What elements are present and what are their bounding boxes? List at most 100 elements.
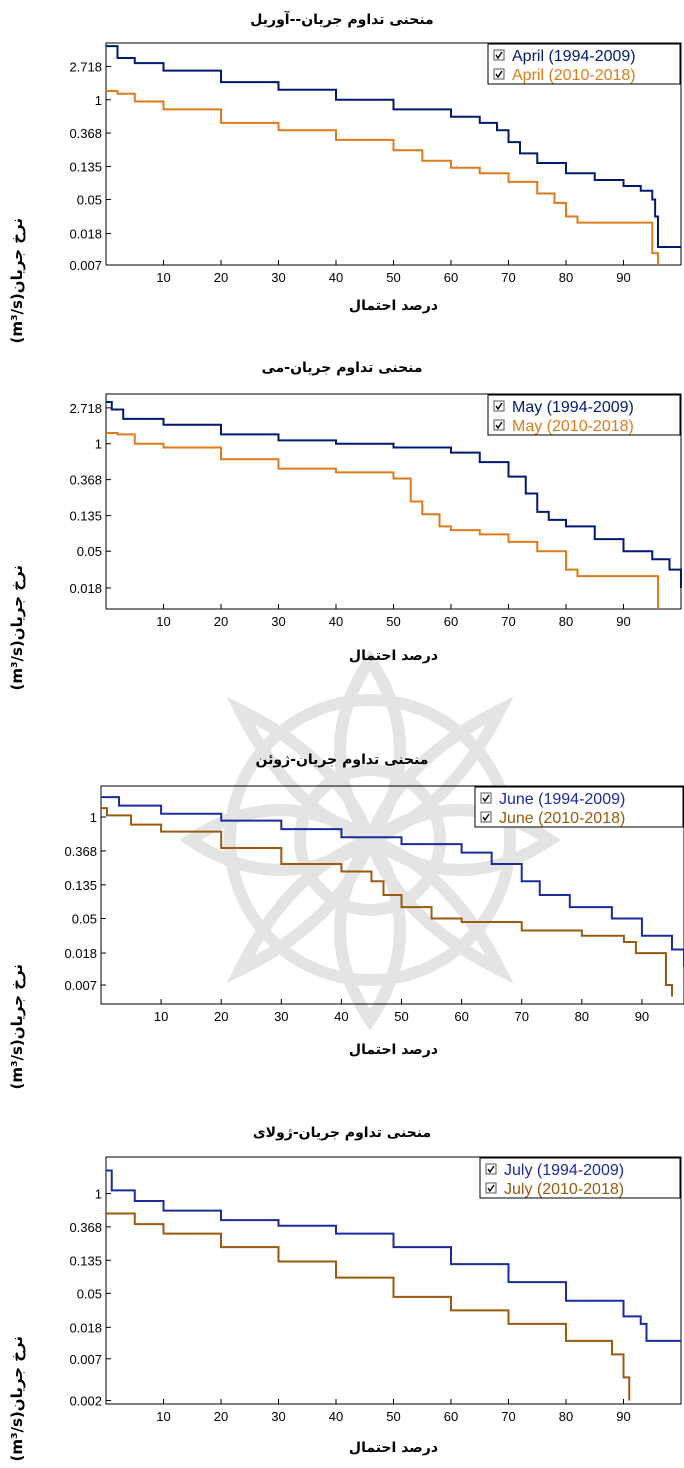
x-tick-label: 90 <box>635 1009 649 1024</box>
series-line-1 <box>106 1169 681 1342</box>
x-tick-label: 40 <box>329 614 343 629</box>
series-line-1 <box>106 401 682 588</box>
x-axis-label: درصد احتمال <box>348 1042 439 1058</box>
x-tick-label: 70 <box>501 270 515 285</box>
x-tick-label: 50 <box>386 1409 400 1424</box>
y-tick-label: 0.002 <box>69 1393 102 1408</box>
x-tick-label: 80 <box>559 614 573 629</box>
legend <box>474 786 684 828</box>
y-tick-label: 0.368 <box>69 473 102 488</box>
x-tick-label: 60 <box>444 614 458 629</box>
x-tick-label: 30 <box>271 270 285 285</box>
x-tick-label: 40 <box>329 1409 343 1424</box>
x-axis-label: درصد احتمال <box>348 648 439 664</box>
series-line-2 <box>106 431 659 609</box>
x-tick-label: 20 <box>214 614 228 629</box>
x-tick-label: 20 <box>214 270 228 285</box>
legend <box>487 43 681 85</box>
checkbox-checked-icon[interactable] <box>485 1163 497 1175</box>
y-tick-label: 0.135 <box>69 509 102 524</box>
legend-entry-2: July (2010-2018) <box>504 1181 624 1198</box>
x-tick-label: 60 <box>444 270 458 285</box>
chart-plot-area: 0.007 0.018 0.05 0.135 0.368 1 10 20 30 40 50 60 70 8… <box>64 785 684 1024</box>
x-tick-label: 40 <box>329 270 343 285</box>
x-tick-label: 20 <box>214 1409 228 1424</box>
checkbox-checked-icon[interactable] <box>493 49 505 61</box>
y-tick-label: 0.368 <box>64 844 97 859</box>
series-line-2 <box>101 807 673 997</box>
x-tick-label: 80 <box>559 270 573 285</box>
x-tick-label: 50 <box>386 270 400 285</box>
chart-title: منحنی تداوم جریان-ژولای <box>252 1125 432 1141</box>
x-tick-label: 90 <box>616 1409 630 1424</box>
series-line-2 <box>106 90 659 265</box>
checkbox-checked-icon[interactable] <box>493 68 505 80</box>
y-tick-label: 0.368 <box>69 126 102 141</box>
legend-entry-2: June (2010-2018) <box>499 810 625 827</box>
y-tick-label: 0.135 <box>69 159 102 174</box>
x-tick-label: 50 <box>394 1009 408 1024</box>
x-tick-label: 60 <box>454 1009 468 1024</box>
chart-plot-area: 0.018 0.05 0.135 0.368 1 2.718 10 20 30 40 50 60 70 8… <box>69 393 682 629</box>
y-tick-label: 0.018 <box>69 1320 102 1335</box>
y-tick-label: 1 <box>95 437 102 452</box>
legend-entry-1: May (1994-2009) <box>512 399 634 416</box>
y-tick-label: 2.718 <box>69 401 102 416</box>
y-tick-label: 0.05 <box>77 193 102 208</box>
x-tick-label: 20 <box>214 1009 228 1024</box>
x-tick-label: 10 <box>156 614 170 629</box>
x-tick-label: 90 <box>616 614 630 629</box>
y-tick-label: 0.135 <box>64 878 97 893</box>
x-tick-label: 30 <box>271 614 285 629</box>
checkbox-checked-icon[interactable] <box>480 811 492 823</box>
series-line-1 <box>106 45 681 249</box>
x-tick-label: 70 <box>501 614 515 629</box>
y-tick-label: 0.05 <box>72 911 97 926</box>
y-tick-label: 0.018 <box>64 946 97 961</box>
x-axis-label: درصد احتمال <box>348 298 439 314</box>
checkbox-checked-icon[interactable] <box>480 792 492 804</box>
x-tick-label: 90 <box>616 270 630 285</box>
legend-entry-1: June (1994-2009) <box>499 791 625 808</box>
legend <box>487 394 681 436</box>
x-tick-label: 30 <box>271 1409 285 1424</box>
x-axis-label: درصد احتمال <box>348 1440 439 1456</box>
y-tick-label: 0.007 <box>69 258 102 273</box>
x-tick-label: 70 <box>501 1409 515 1424</box>
chart-title: منحنی تداوم جریان-ژوئن <box>255 752 429 768</box>
y-tick-label: 0.018 <box>69 227 102 242</box>
y-tick-label: 1 <box>90 810 97 825</box>
x-tick-label: 30 <box>274 1009 288 1024</box>
x-tick-label: 10 <box>154 1009 168 1024</box>
y-tick-label: 0.007 <box>64 978 97 993</box>
x-tick-label: 10 <box>156 270 170 285</box>
x-tick-label: 50 <box>386 614 400 629</box>
series-line-1 <box>101 796 684 967</box>
y-tick-label: 0.05 <box>77 1286 102 1301</box>
legend-entry-1: April (1994-2009) <box>512 48 636 65</box>
series-line-2 <box>106 1212 631 1401</box>
y-tick-label: 0.018 <box>69 581 102 596</box>
y-tick-label: 0.05 <box>77 544 102 559</box>
checkbox-checked-icon[interactable] <box>493 400 505 412</box>
x-tick-label: 10 <box>156 1409 170 1424</box>
y-tick-label: 2.718 <box>69 59 102 74</box>
y-tick-label: 0.135 <box>69 1253 102 1268</box>
legend-entry-1: July (1994-2009) <box>504 1162 624 1179</box>
x-tick-label: 80 <box>575 1009 589 1024</box>
y-tick-label: 0.007 <box>69 1352 102 1367</box>
y-tick-label: 1 <box>95 93 102 108</box>
chart-title: منحنی تداوم جریان-می <box>261 360 423 376</box>
y-tick-label: 0.368 <box>69 1220 102 1235</box>
plot-frame <box>100 785 684 1005</box>
checkbox-checked-icon[interactable] <box>493 419 505 431</box>
checkbox-checked-icon[interactable] <box>485 1182 497 1194</box>
legend-entry-2: April (2010-2018) <box>512 67 636 84</box>
x-tick-label: 60 <box>444 1409 458 1424</box>
y-tick-label: 1 <box>95 1187 102 1202</box>
legend-entry-2: May (2010-2018) <box>512 418 634 435</box>
x-tick-label: 70 <box>514 1009 528 1024</box>
x-tick-label: 40 <box>334 1009 348 1024</box>
x-tick-label: 80 <box>559 1409 573 1424</box>
chart-title: منحنی تداوم جریان--آوریل <box>250 12 434 28</box>
